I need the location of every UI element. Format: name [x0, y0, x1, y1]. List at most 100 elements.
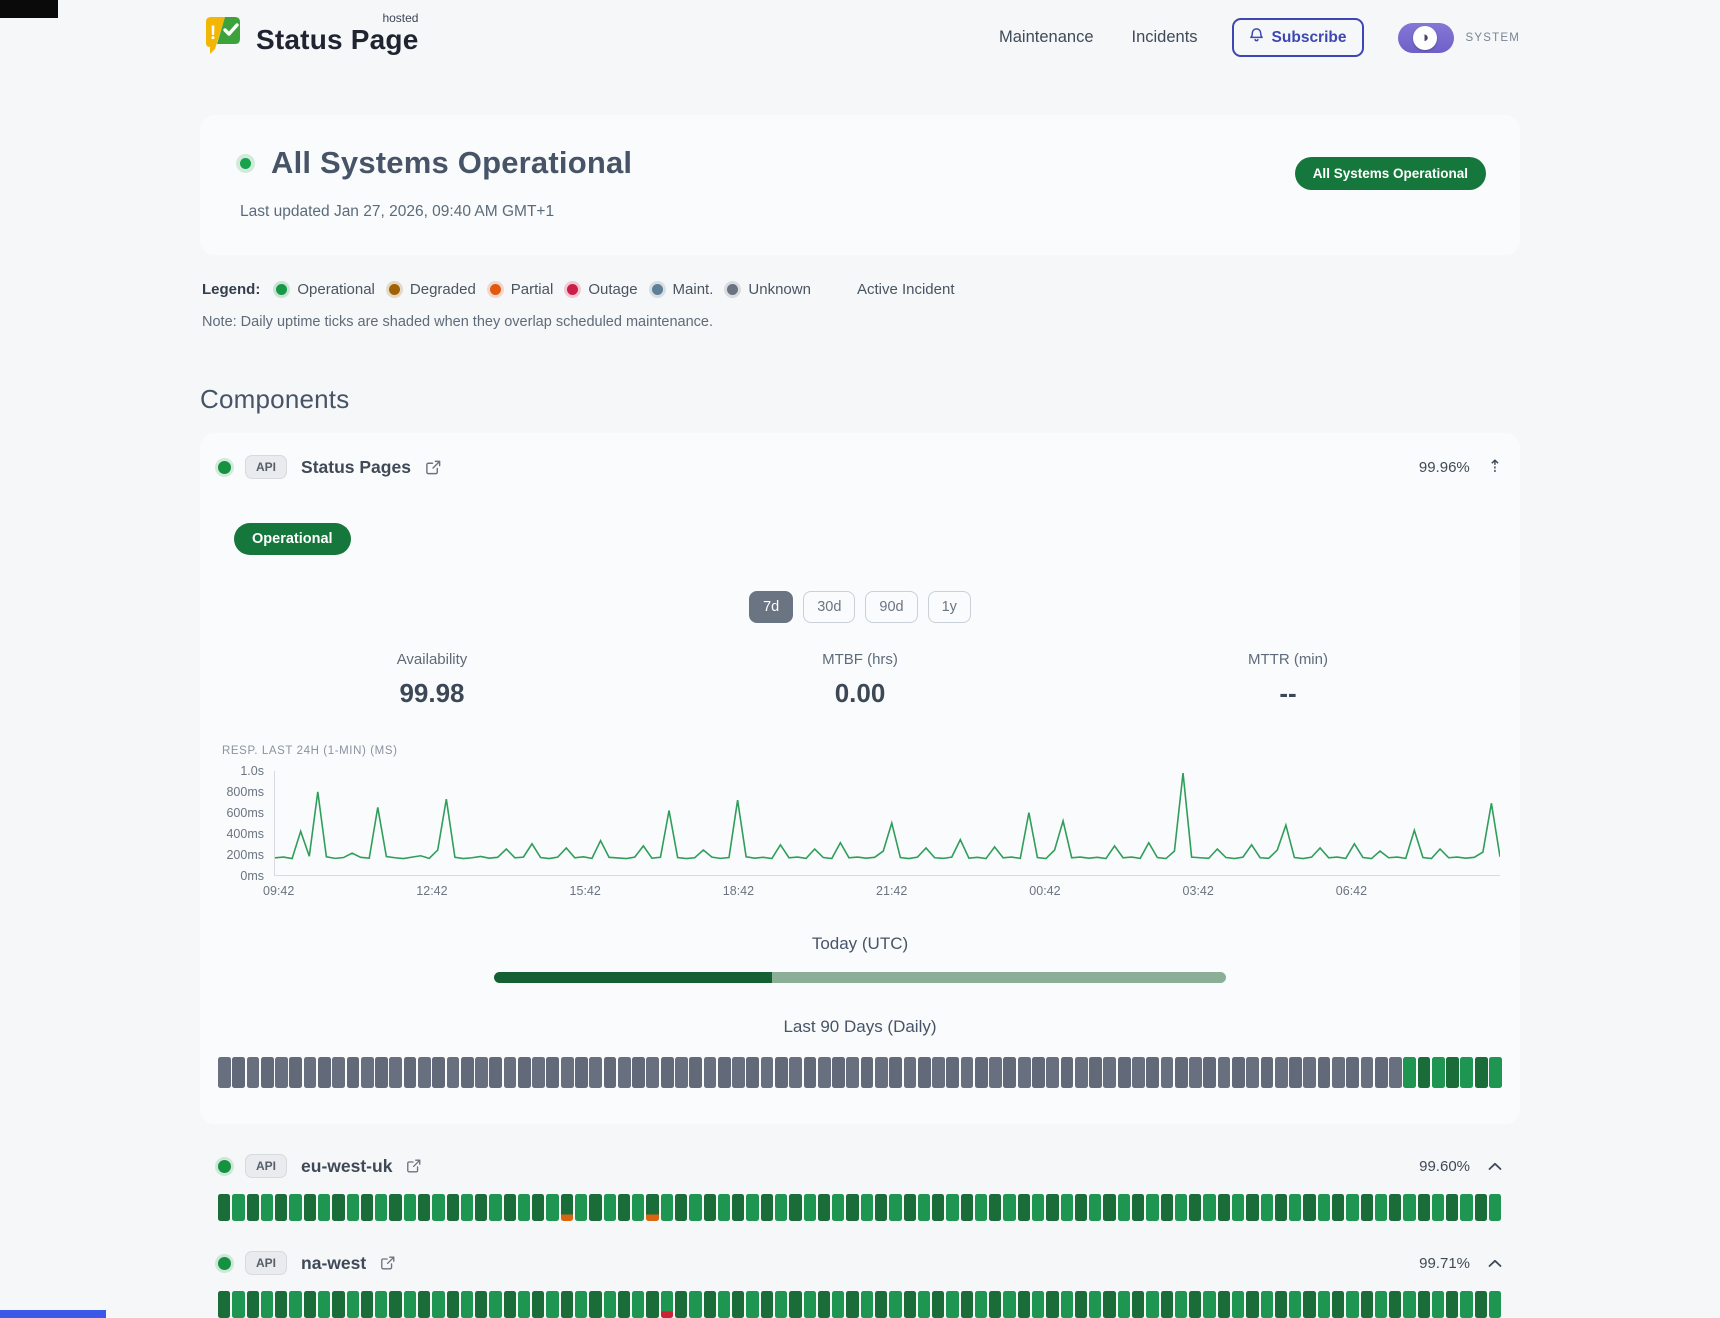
component-uptime: 99.96%	[1418, 458, 1470, 476]
uptime-tick	[617, 1291, 631, 1318]
uptime-tick	[1417, 1291, 1430, 1318]
uptime-tick	[1403, 1194, 1416, 1221]
external-link-icon[interactable]	[425, 459, 442, 476]
uptime-tick	[1174, 1057, 1188, 1088]
uptime-tick	[1017, 1291, 1031, 1318]
uptime-tick	[1260, 1291, 1273, 1318]
uptime-tick	[1403, 1291, 1416, 1318]
component-header-eu-west-uk[interactable]: API eu-west-uk	[218, 1154, 422, 1178]
uptime-tick	[1089, 1194, 1102, 1221]
overall-status-dot	[240, 157, 251, 169]
uptime-tick	[1132, 1057, 1145, 1088]
uptime-tick	[1446, 1057, 1459, 1088]
uptime-tick	[746, 1291, 759, 1318]
uptime-tick	[746, 1057, 760, 1088]
uptime-tick	[789, 1057, 803, 1088]
uptime-tick	[717, 1194, 731, 1221]
legend-item-label: Partial	[510, 281, 554, 298]
legend-active-incident-label: Active Incident	[856, 281, 955, 298]
uptime-tick	[1231, 1291, 1245, 1318]
uptime-tick	[1174, 1194, 1188, 1221]
legend-dot	[567, 284, 579, 295]
uptime-tick	[432, 1194, 445, 1221]
uptime-tick	[1132, 1194, 1145, 1221]
uptime-tick	[375, 1057, 388, 1088]
component-name: eu-west-uk	[301, 1155, 393, 1176]
component-header-na-west[interactable]: API na-west	[218, 1251, 396, 1275]
uptime-tick	[546, 1194, 559, 1221]
uptime-tick	[1474, 1194, 1488, 1221]
legend-dot	[727, 284, 739, 295]
uptime-tick	[803, 1291, 816, 1318]
uptime-tick	[389, 1291, 402, 1318]
subscribe-button[interactable]: Subscribe	[1231, 18, 1364, 57]
uptime-tick	[1360, 1057, 1374, 1088]
uptime-tick	[1046, 1291, 1059, 1318]
range-button-1y[interactable]: 1y	[927, 591, 971, 623]
nav-link-incidents[interactable]: Incidents	[1131, 28, 1198, 46]
uptime-tick	[946, 1291, 959, 1318]
uptime-tick	[1460, 1194, 1473, 1221]
uptime-tick	[532, 1194, 545, 1221]
uptime-tick	[589, 1291, 602, 1318]
uptime-tick	[1331, 1057, 1345, 1088]
browser-artifact-top	[0, 0, 58, 18]
uptime-tick	[1117, 1291, 1130, 1318]
chevron-up-icon[interactable]	[1488, 1162, 1502, 1171]
uptime-tick	[360, 1194, 374, 1221]
external-link-icon[interactable]	[380, 1255, 396, 1271]
uptime-tick	[575, 1291, 588, 1318]
collapse-arrow-icon[interactable]: ⇡	[1487, 457, 1502, 477]
uptime-tickbar-na-west[interactable]	[218, 1291, 1502, 1318]
uptime-tickbar-eu-west-uk[interactable]	[218, 1194, 1502, 1221]
uptime-tick	[689, 1057, 703, 1088]
uptime-tick	[817, 1194, 831, 1221]
uptime-tick	[489, 1291, 502, 1318]
range-button-90d[interactable]: 90d	[865, 591, 918, 623]
chevron-up-icon[interactable]	[1488, 1259, 1502, 1268]
component-uptime: 99.71%	[1419, 1254, 1470, 1272]
uptime-tick	[417, 1057, 431, 1088]
component-status-dot	[218, 460, 231, 474]
uptime-tick	[1289, 1194, 1302, 1221]
legend-item-label: Operational	[297, 281, 375, 298]
component-status-dot	[218, 1159, 231, 1173]
uptime-tick	[1074, 1194, 1088, 1221]
external-link-icon[interactable]	[406, 1158, 422, 1174]
legend-dot	[276, 284, 288, 295]
uptime-tick	[946, 1057, 960, 1088]
brand-logo[interactable]: ! hosted Status Page	[200, 12, 418, 63]
uptime-tick	[860, 1291, 873, 1318]
uptime-tick	[260, 1291, 274, 1318]
component-header-status-pages[interactable]: API Status Pages	[218, 455, 442, 479]
stat-mtbf-hrs-: MTBF (hrs) 0.00	[646, 651, 1074, 709]
uptime-tick	[560, 1057, 574, 1088]
uptime-tick	[532, 1057, 545, 1088]
uptime-tick	[1403, 1057, 1417, 1088]
uptime-tick	[960, 1194, 973, 1221]
uptime-tickbar-status-pages[interactable]	[218, 1057, 1502, 1088]
x-tick-label: 00:42	[1029, 884, 1061, 898]
stat-mttr-min-: MTTR (min) --	[1074, 651, 1502, 709]
theme-toggle[interactable]: ◑	[1397, 22, 1454, 53]
uptime-tick	[960, 1057, 974, 1088]
uptime-tick	[1146, 1057, 1160, 1088]
uptime-tick	[289, 1194, 302, 1221]
x-tick-label: 03:42	[1182, 884, 1214, 898]
uptime-tick	[860, 1194, 873, 1221]
uptime-tick	[1274, 1194, 1288, 1221]
uptime-tick	[903, 1194, 916, 1221]
uptime-tick	[1246, 1194, 1259, 1221]
uptime-tick	[346, 1057, 360, 1088]
uptime-tick	[1146, 1291, 1159, 1318]
chart-line	[275, 771, 1500, 875]
uptime-tick	[575, 1057, 588, 1088]
uptime-tick	[974, 1194, 988, 1221]
nav-link-maintenance[interactable]: Maintenance	[999, 28, 1094, 46]
range-button-30d[interactable]: 30d	[803, 591, 856, 623]
range-button-7d[interactable]: 7d	[749, 591, 794, 623]
uptime-tick	[1274, 1291, 1288, 1318]
uptime-tick	[360, 1291, 374, 1318]
uptime-tick	[974, 1057, 988, 1088]
uptime-tick	[660, 1057, 674, 1088]
